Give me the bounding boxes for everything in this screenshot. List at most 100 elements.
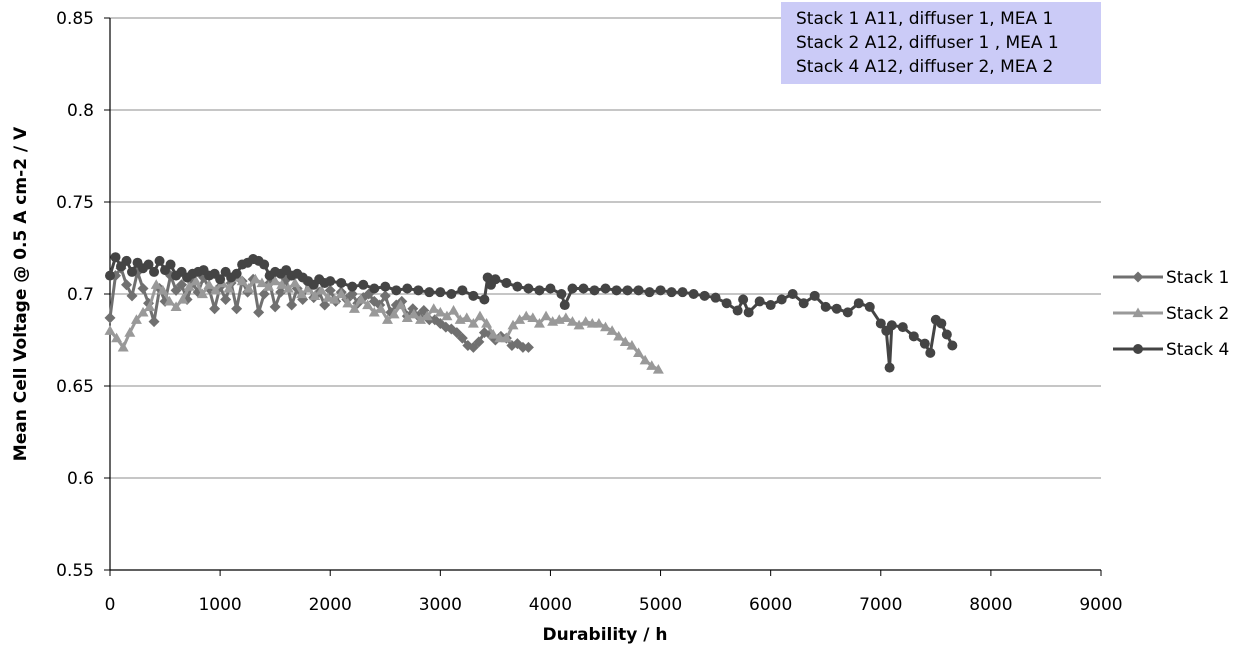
data-point — [415, 314, 427, 324]
y-tick-label: 0.6 — [67, 469, 94, 489]
annotation-line: Stack 1 A11, diffuser 1, MEA 1 — [796, 9, 1054, 29]
gridlines — [104, 17, 1102, 576]
data-point — [137, 306, 149, 317]
data-point — [908, 331, 919, 342]
data-point — [111, 332, 123, 343]
data-point — [130, 314, 142, 324]
data-point — [302, 282, 314, 293]
data-point — [325, 276, 336, 287]
data-point — [534, 285, 545, 296]
data-point — [428, 303, 440, 313]
data-point — [688, 289, 699, 299]
legend-item: Stack 1 — [1113, 268, 1229, 288]
x-tick-label: 4000 — [529, 595, 572, 615]
data-point — [560, 312, 572, 323]
data-point — [743, 307, 754, 318]
data-point — [666, 287, 677, 298]
data-point — [209, 303, 221, 315]
data-point — [710, 292, 721, 303]
data-point — [259, 259, 270, 270]
data-point — [249, 273, 261, 284]
data-point — [369, 283, 380, 294]
data-point — [787, 289, 798, 299]
data-point — [329, 294, 341, 304]
data-point — [421, 310, 433, 321]
x-tick-label: 0 — [105, 595, 116, 615]
data-point — [148, 316, 160, 328]
data-point — [919, 338, 930, 349]
data-point — [765, 300, 776, 311]
data-point — [646, 360, 658, 370]
data-point — [424, 287, 435, 298]
data-point — [104, 325, 116, 335]
data-point — [527, 312, 539, 323]
legend-item: Stack 2 — [1113, 304, 1229, 324]
data-point — [231, 303, 243, 315]
data-point — [347, 281, 358, 292]
data-point — [619, 336, 631, 346]
data-point — [886, 320, 897, 331]
data-point — [738, 294, 749, 305]
data-point — [322, 292, 334, 302]
data-point — [324, 284, 336, 296]
data-point — [407, 303, 419, 315]
annotation-line: Stack 2 A12, diffuser 1 , MEA 1 — [796, 33, 1059, 53]
data-point — [355, 294, 367, 304]
x-tick-label: 6000 — [749, 595, 792, 615]
data-point — [677, 287, 688, 298]
data-point — [177, 294, 189, 304]
data-point — [150, 279, 162, 289]
data-point — [474, 310, 486, 321]
data-point — [559, 300, 570, 311]
data-point — [1132, 271, 1144, 283]
data-point — [754, 296, 765, 307]
data-point — [580, 316, 592, 326]
data-point — [434, 306, 446, 317]
legend-item: Stack 4 — [1113, 340, 1229, 360]
data-point — [622, 285, 633, 296]
data-point — [517, 341, 529, 353]
data-point — [196, 288, 208, 299]
y-tick-label: 0.75 — [56, 193, 94, 213]
legend-label: Stack 4 — [1166, 340, 1229, 360]
data-point — [121, 255, 132, 266]
data-point — [220, 294, 232, 306]
data-point — [512, 281, 523, 292]
x-tick-label: 3000 — [419, 595, 462, 615]
data-point — [540, 310, 552, 321]
data-point — [231, 268, 242, 279]
data-point — [348, 303, 360, 313]
x-tick-label: 9000 — [1079, 595, 1122, 615]
data-point — [589, 285, 600, 296]
data-point — [395, 299, 407, 310]
legend-label: Stack 2 — [1166, 304, 1229, 324]
data-point — [137, 282, 149, 294]
data-point — [941, 329, 952, 340]
data-point — [388, 308, 400, 319]
data-point — [157, 284, 169, 295]
data-point — [501, 277, 512, 288]
data-point — [379, 290, 391, 302]
data-point — [506, 340, 518, 352]
data-point — [446, 289, 457, 299]
data-point — [820, 301, 831, 312]
data-point — [481, 317, 493, 328]
data-point — [947, 340, 958, 351]
data-point — [144, 301, 156, 312]
data-point — [507, 319, 519, 330]
data-point — [456, 332, 468, 344]
data-point — [243, 282, 255, 293]
data-point — [732, 305, 743, 316]
data-point — [413, 285, 424, 296]
y-tick-label: 0.65 — [56, 377, 94, 397]
data-point — [381, 314, 393, 324]
data-point — [223, 282, 235, 293]
data-point — [342, 297, 354, 308]
data-point — [809, 290, 820, 301]
data-point — [275, 286, 287, 298]
data-point — [236, 275, 248, 286]
data-point — [606, 325, 618, 335]
chart-annotation-box: Stack 1 A11, diffuser 1, MEA 1 Stack 2 A… — [781, 2, 1101, 84]
data-point — [163, 295, 175, 306]
data-point — [853, 298, 864, 309]
